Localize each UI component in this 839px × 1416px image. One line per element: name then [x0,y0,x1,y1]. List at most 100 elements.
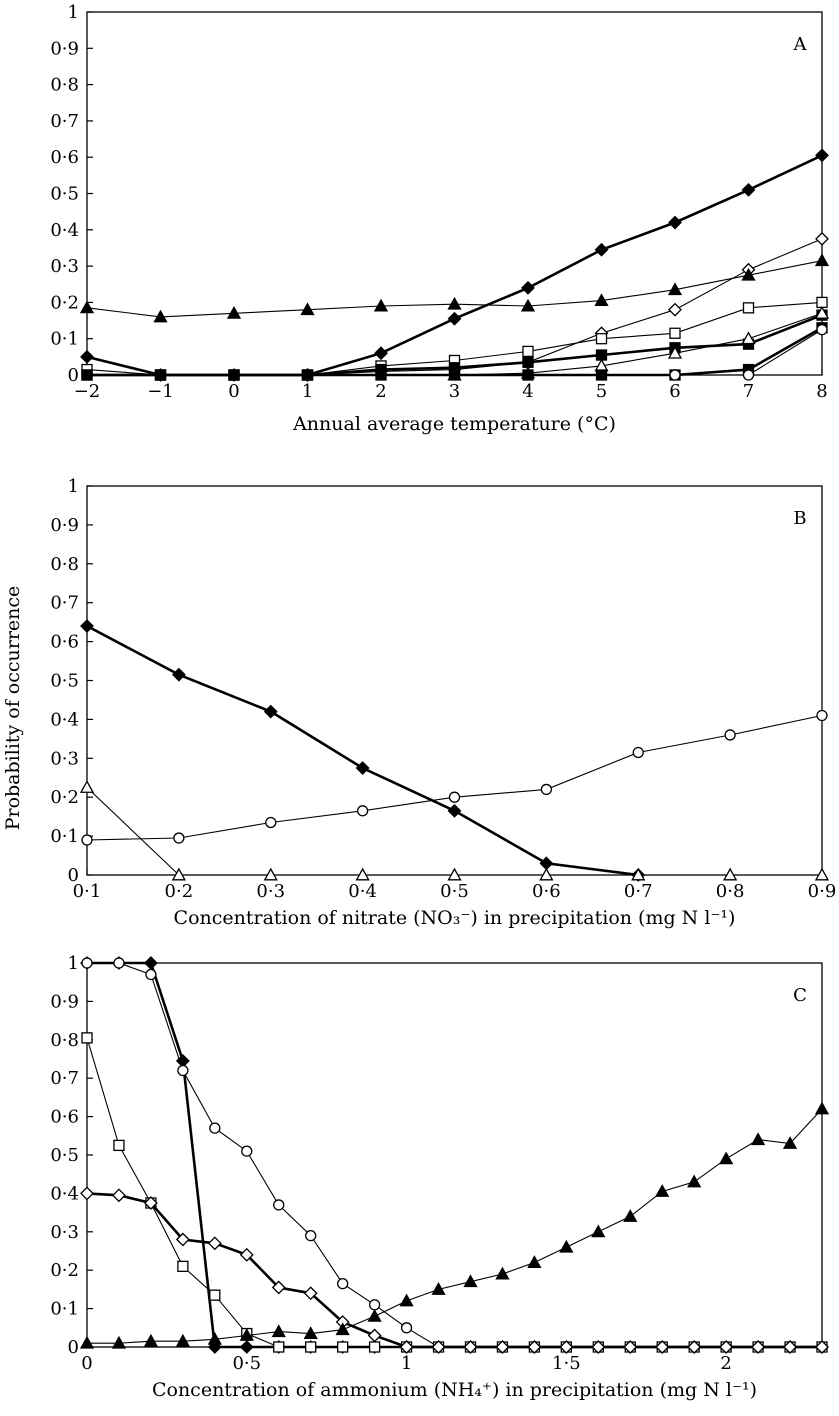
data-point [80,1186,94,1201]
data-point [400,1322,413,1334]
y-tick-label: 0·1 [50,826,79,847]
x-axis-label: Concentration of nitrate (NO₃⁻) in preci… [174,907,736,929]
data-point [300,302,315,316]
data-point [594,242,609,257]
panel-letter: B [793,508,806,529]
data-point [431,1282,446,1295]
y-tick-label: 0·6 [50,1107,79,1128]
panel-a: 0 0·1 0·2 0·3 0·4 0·5 0·6 0·7 0·8 0·9 1 −2 −1 0 1 2 3 4 5 6… [50,2,830,435]
data-point [143,1333,159,1347]
y-tick-label: 1 [68,2,79,23]
data-point [559,1239,574,1253]
data-point [239,1328,254,1341]
data-point [594,293,609,307]
y-tick-label: 0·8 [50,1030,79,1051]
y-tick-label: 0·6 [50,147,79,168]
data-point [816,709,828,722]
y-tick-label: 0·2 [50,787,79,808]
x-tick-label: 3 [449,381,460,402]
data-point [171,667,186,682]
y-tick-label: 0·5 [50,184,79,205]
data-point [177,1260,189,1273]
data-point [527,1340,542,1354]
data-point [375,369,387,381]
plot-frame [86,962,823,1348]
series-line [87,962,822,1348]
y-tick-label: 0·9 [50,38,79,59]
data-point [355,761,370,775]
y-tick-label: 0·4 [50,220,79,241]
data-point [374,346,388,361]
data-point [559,1340,574,1354]
y-tick-label: 0·5 [50,1145,79,1166]
data-point [399,1340,414,1354]
data-point [305,1341,317,1353]
data-point [239,1247,254,1262]
data-point [271,1280,286,1295]
y-tick-label: 0·3 [50,1222,79,1243]
series-line [87,1108,823,1344]
data-point [263,704,278,719]
data-point [623,1209,638,1222]
data-point [495,1266,510,1280]
y-tick-label: 0 [68,1337,79,1358]
x-tick-label: 4 [522,381,533,402]
series-line [87,961,822,1349]
y-tick-label: 0·8 [50,554,79,575]
data-point [669,327,681,339]
data-point [667,345,683,359]
x-tick-label: 0 [81,1353,92,1374]
data-point [667,282,683,296]
data-point [303,1326,318,1340]
x-tick-label: −2 [74,381,101,402]
data-point [263,867,278,881]
data-point [522,369,534,381]
x-tick-label: 8 [816,381,827,402]
data-point [143,956,158,970]
data-point [241,1145,253,1157]
y-tick-label: 0 [68,865,79,886]
data-point [239,1340,254,1354]
data-point [522,345,534,358]
panel-letter: C [793,985,807,1006]
data-point [719,1340,734,1354]
data-point [431,1340,446,1354]
data-point [539,867,554,881]
y-tick-label: 0·1 [50,1299,79,1320]
data-point [111,1335,127,1349]
data-point [305,1229,317,1242]
data-point [447,296,462,310]
data-point [207,1331,222,1345]
x-tick-label: 1 [401,1353,412,1374]
data-point [79,300,95,314]
data-point [337,1277,349,1290]
y-tick-label: 0·3 [50,748,79,769]
data-point [463,1340,478,1354]
data-point [595,333,608,345]
data-point [631,867,646,881]
x-tick-label: 7 [743,381,754,402]
data-point [741,182,756,197]
data-point [228,369,240,381]
data-point [527,1255,542,1268]
data-point [113,1139,125,1152]
panel-c: 0 0·1 0·2 0·3 0·4 0·5 0·6 0·7 0·8 0·9 1 0 0·5 1 1·5 2 C C… [50,953,830,1401]
y-tick-label: 0·7 [50,1068,79,1089]
series-filled-triangle [79,253,830,323]
y-tick-label: 1 [68,476,79,497]
data-point [741,331,756,345]
y-tick-label: 0·4 [50,1183,79,1204]
data-point [367,1328,382,1343]
data-point [539,856,554,871]
y-tick-label: 0·9 [50,991,79,1012]
data-point [301,369,314,381]
series-open-square [81,1032,828,1353]
series-open-circle [81,709,828,846]
data-point [522,356,534,368]
series-open-triangle [79,780,830,881]
series-line [307,238,823,376]
data-point [273,1199,285,1211]
data-point [669,369,681,381]
data-point [368,1341,381,1353]
